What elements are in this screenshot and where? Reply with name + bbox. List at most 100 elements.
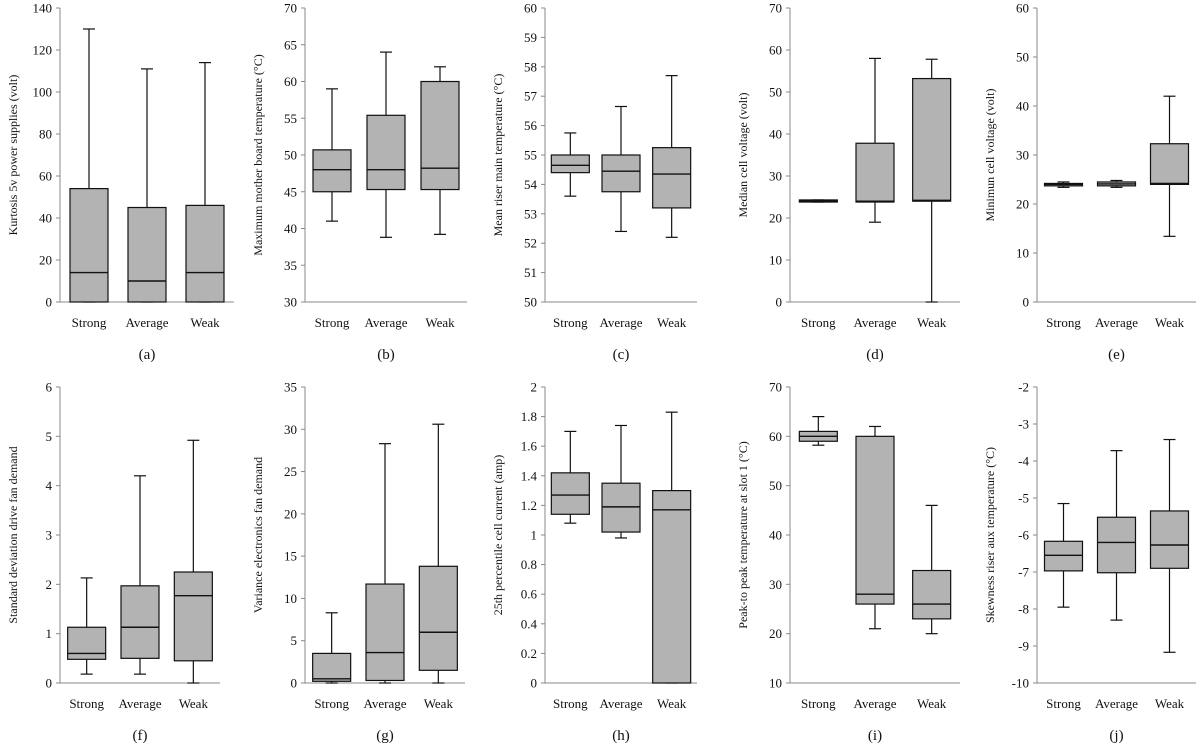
iqr-box <box>69 188 109 303</box>
iqr-box <box>652 490 692 684</box>
y-tick-label: 40 <box>769 528 782 543</box>
y-tick-label: 59 <box>524 30 537 45</box>
box-weak <box>1149 438 1190 653</box>
y-tick-label: 30 <box>769 169 782 184</box>
y-tick-label: 20 <box>769 626 782 641</box>
iqr-box <box>652 147 692 209</box>
iqr-box <box>420 80 460 191</box>
y-tick-label: 20 <box>1016 197 1029 212</box>
panel-label: (i) <box>868 728 882 743</box>
y-tick-label: -10 <box>1012 676 1029 691</box>
box-average <box>120 475 160 675</box>
y-tick-label: 30 <box>284 422 297 437</box>
y-tick-label: 140 <box>33 1 53 16</box>
y-tick-label: -9 <box>1018 639 1029 654</box>
x-category-label: Average <box>1095 315 1138 330</box>
y-tick-label: 60 <box>769 429 782 444</box>
box-average <box>601 424 641 539</box>
x-category-label: Strong <box>69 696 104 711</box>
y-tick-label: 0.8 <box>521 557 537 572</box>
y-axis-title: Median cell voltage (volt) <box>736 93 750 218</box>
y-tick-label: 60 <box>284 74 297 89</box>
box-weak <box>1149 95 1190 237</box>
y-tick-label: 30 <box>284 295 297 310</box>
y-tick-label: 40 <box>39 211 52 226</box>
iqr-box <box>550 472 590 515</box>
y-axis-title: Minimun cell voltage (volt) <box>983 89 997 222</box>
y-tick-label: 0 <box>46 676 53 691</box>
y-tick-label: 30 <box>1016 148 1029 163</box>
box-strong <box>312 612 352 684</box>
iqr-box <box>1149 143 1190 185</box>
y-tick-label: 58 <box>524 59 537 74</box>
y-tick-label: 70 <box>769 1 782 16</box>
box-strong <box>67 577 107 675</box>
x-category-label: Average <box>364 315 407 330</box>
y-tick-label: 50 <box>524 295 537 310</box>
iqr-box <box>1096 516 1137 574</box>
y-tick-label: 30 <box>769 577 782 592</box>
y-axis-title: Standard deviation drive fan demand <box>6 446 20 623</box>
box-strong <box>1043 181 1084 188</box>
y-tick-label: 1.2 <box>521 498 537 513</box>
y-tick-label: 40 <box>1016 99 1029 114</box>
chart-panel-5: 0 10 20 30 40 50 60 Minimun cell voltage (volt)… <box>983 1 1196 363</box>
y-tick-label: 80 <box>39 127 52 142</box>
y-tick-label: 1.8 <box>521 409 537 424</box>
box-strong <box>550 430 590 524</box>
y-tick-label: 6 <box>46 380 53 395</box>
y-tick-label: 60 <box>1016 1 1029 16</box>
iqr-box <box>127 206 167 303</box>
panel-label: (e) <box>1108 347 1125 363</box>
iqr-box <box>185 204 225 303</box>
iqr-box <box>550 154 590 174</box>
y-axis-title: Mean riser main temperature (°C) <box>491 74 505 237</box>
chart-panel-8: 0 0.2 0.4 0.6 0.8 1 1.2 1.4 1.6 1.8 2 25th percenti… <box>491 380 697 743</box>
box-average <box>601 105 641 233</box>
box-strong <box>550 132 590 197</box>
panel-label: (c) <box>613 347 630 363</box>
y-tick-label: 51 <box>524 265 537 280</box>
y-tick-label: 10 <box>769 676 782 691</box>
x-category-label: Weak <box>1155 696 1185 711</box>
panel-label: (f) <box>133 728 148 743</box>
chart-panel-2: 30 35 40 45 50 55 60 65 70 Maximum mother board t… <box>251 1 467 363</box>
x-category-label: Strong <box>553 696 588 711</box>
iqr-box <box>601 482 641 533</box>
x-category-label: Weak <box>179 696 209 711</box>
iqr-box <box>120 585 160 659</box>
y-tick-label: 0 <box>291 676 298 691</box>
y-tick-label: 50 <box>1016 50 1029 65</box>
y-tick-label: 35 <box>284 258 297 273</box>
iqr-box <box>312 149 352 193</box>
y-tick-label: 70 <box>769 380 782 395</box>
x-category-label: Weak <box>917 696 947 711</box>
y-tick-label: 120 <box>33 43 53 58</box>
iqr-box <box>601 154 641 193</box>
y-tick-label: 20 <box>769 211 782 226</box>
panel-label: (g) <box>376 728 394 743</box>
box-average <box>855 57 895 223</box>
panel-label: (d) <box>866 347 884 363</box>
iqr-box <box>912 569 952 620</box>
box-weak <box>173 439 213 684</box>
y-tick-label: 55 <box>284 111 297 126</box>
y-tick-label: 0 <box>776 295 783 310</box>
y-axis-title: Kurtosis 5v power supplies (volt) <box>6 75 20 236</box>
y-tick-label: -4 <box>1018 454 1029 469</box>
x-category-label: Strong <box>1046 696 1081 711</box>
y-tick-label: 3 <box>46 528 53 543</box>
panel-label: (b) <box>377 347 395 363</box>
x-category-label: Average <box>853 315 896 330</box>
y-tick-label: 60 <box>769 43 782 58</box>
x-category-label: Average <box>125 315 168 330</box>
iqr-box <box>855 142 895 203</box>
chart-panel-7: 0 5 10 15 20 25 30 35 Variance electronics fan d… <box>251 380 465 743</box>
y-tick-label: 0 <box>46 295 53 310</box>
x-category-label: Strong <box>553 315 588 330</box>
box-average <box>855 425 895 630</box>
box-weak <box>420 66 460 235</box>
iqr-box <box>1149 510 1190 569</box>
box-strong <box>798 416 838 446</box>
